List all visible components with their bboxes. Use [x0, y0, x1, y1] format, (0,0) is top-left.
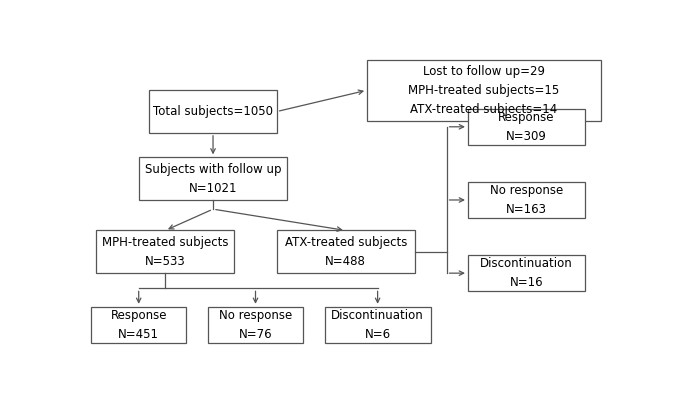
Text: Discontinuation
N=16: Discontinuation N=16 — [480, 257, 573, 289]
Text: MPH-treated subjects
N=533: MPH-treated subjects N=533 — [102, 236, 229, 268]
FancyBboxPatch shape — [367, 60, 601, 121]
FancyBboxPatch shape — [468, 109, 585, 145]
Text: Lost to follow up=29
MPH-treated subjects=15
ATX-treated subjects=14: Lost to follow up=29 MPH-treated subject… — [408, 65, 560, 116]
Text: Total subjects=1050: Total subjects=1050 — [153, 105, 273, 118]
Text: No response
N=163: No response N=163 — [490, 184, 563, 216]
Text: No response
N=76: No response N=76 — [219, 309, 292, 341]
FancyBboxPatch shape — [325, 307, 431, 343]
FancyBboxPatch shape — [208, 307, 303, 343]
Text: Response
N=451: Response N=451 — [110, 309, 167, 341]
Text: Discontinuation
N=6: Discontinuation N=6 — [332, 309, 424, 341]
FancyBboxPatch shape — [468, 255, 585, 291]
FancyBboxPatch shape — [149, 90, 277, 133]
FancyBboxPatch shape — [138, 157, 288, 200]
FancyBboxPatch shape — [468, 182, 585, 218]
FancyBboxPatch shape — [96, 230, 234, 273]
Text: ATX-treated subjects
N=488: ATX-treated subjects N=488 — [284, 236, 407, 268]
Text: Subjects with follow up
N=1021: Subjects with follow up N=1021 — [145, 163, 282, 195]
FancyBboxPatch shape — [91, 307, 186, 343]
Text: Response
N=309: Response N=309 — [498, 111, 554, 143]
FancyBboxPatch shape — [277, 230, 414, 273]
